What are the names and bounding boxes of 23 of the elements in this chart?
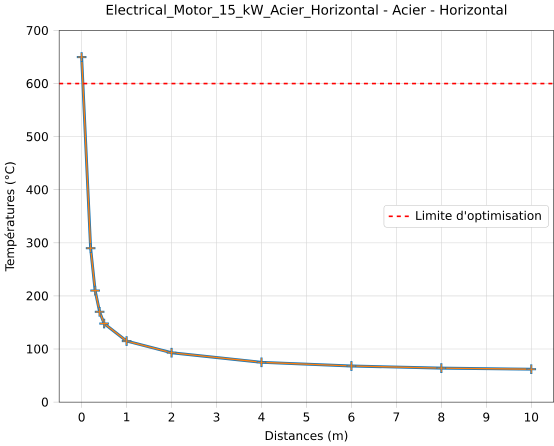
x-tick-label: 2 — [168, 412, 174, 422]
y-tick-label: 200 — [26, 291, 48, 300]
x-tick-label: 7 — [394, 412, 400, 422]
y-tick-label: 700 — [26, 26, 48, 36]
y-tick-label: 300 — [26, 238, 48, 248]
chart-title: Electrical_Motor_15_kW_Acier_Horizontal - Acier - Horizontal — [106, 4, 506, 18]
x-tick-label: 1 — [124, 412, 130, 422]
y-tick-label: 600 — [26, 79, 48, 88]
y-tick-label: 100 — [27, 344, 48, 354]
x-tick-label: 6 — [348, 412, 354, 422]
x-tick-label: 3 — [214, 412, 220, 422]
x-tick-label: 8 — [438, 412, 444, 422]
x-axis-title: Distances (m) — [266, 430, 348, 442]
y-axis-title: Températures (°C) — [4, 162, 17, 272]
x-tick-label: 10 — [524, 412, 538, 422]
legend-label: Limite d'optimisation — [416, 210, 541, 222]
y-tick-label: 500 — [26, 132, 48, 142]
x-tick-label: 4 — [258, 412, 265, 422]
x-tick-label: 5 — [304, 412, 310, 422]
y-tick-label: 400 — [26, 185, 48, 194]
x-tick-label: 9 — [483, 412, 490, 422]
y-tick-label: 0 — [42, 398, 48, 407]
x-tick-label: 0 — [78, 412, 85, 422]
